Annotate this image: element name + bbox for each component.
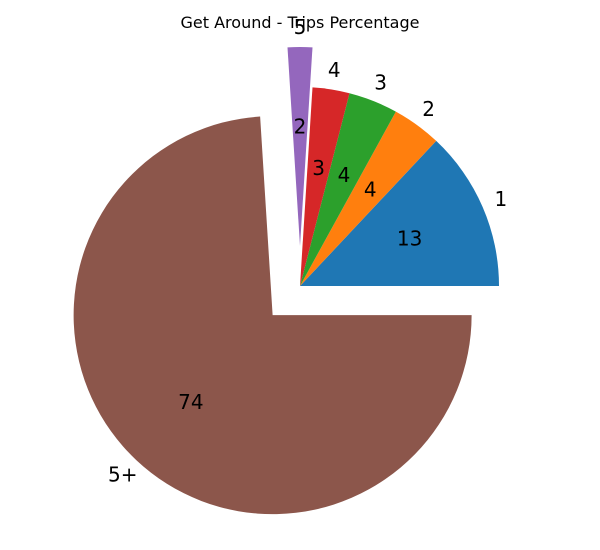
slice-value-label-2: 4 [364, 177, 377, 201]
pie-slice-4 [300, 87, 350, 287]
slice-value-label-3: 4 [338, 163, 351, 187]
slice-value-label-1: 13 [397, 227, 422, 251]
pie-slice-5+ [73, 116, 472, 515]
slice-category-label-2: 2 [422, 97, 435, 121]
slice-category-label-5: 5 [294, 15, 307, 39]
pie-slice-5 [287, 47, 313, 246]
slice-value-label-5+: 74 [178, 390, 203, 414]
slice-category-label-3: 3 [374, 70, 387, 94]
slice-value-label-4: 3 [312, 156, 325, 180]
slice-value-label-5: 2 [294, 115, 307, 139]
slice-category-label-1: 1 [495, 187, 508, 211]
slice-category-label-5+: 5+ [108, 463, 137, 487]
pie-slice-1 [300, 140, 499, 286]
pie-slice-2 [300, 111, 437, 287]
pie-slice-3 [300, 93, 396, 286]
slice-category-label-4: 4 [328, 58, 341, 82]
chart-title: Get Around - Trips Percentage [180, 13, 420, 32]
